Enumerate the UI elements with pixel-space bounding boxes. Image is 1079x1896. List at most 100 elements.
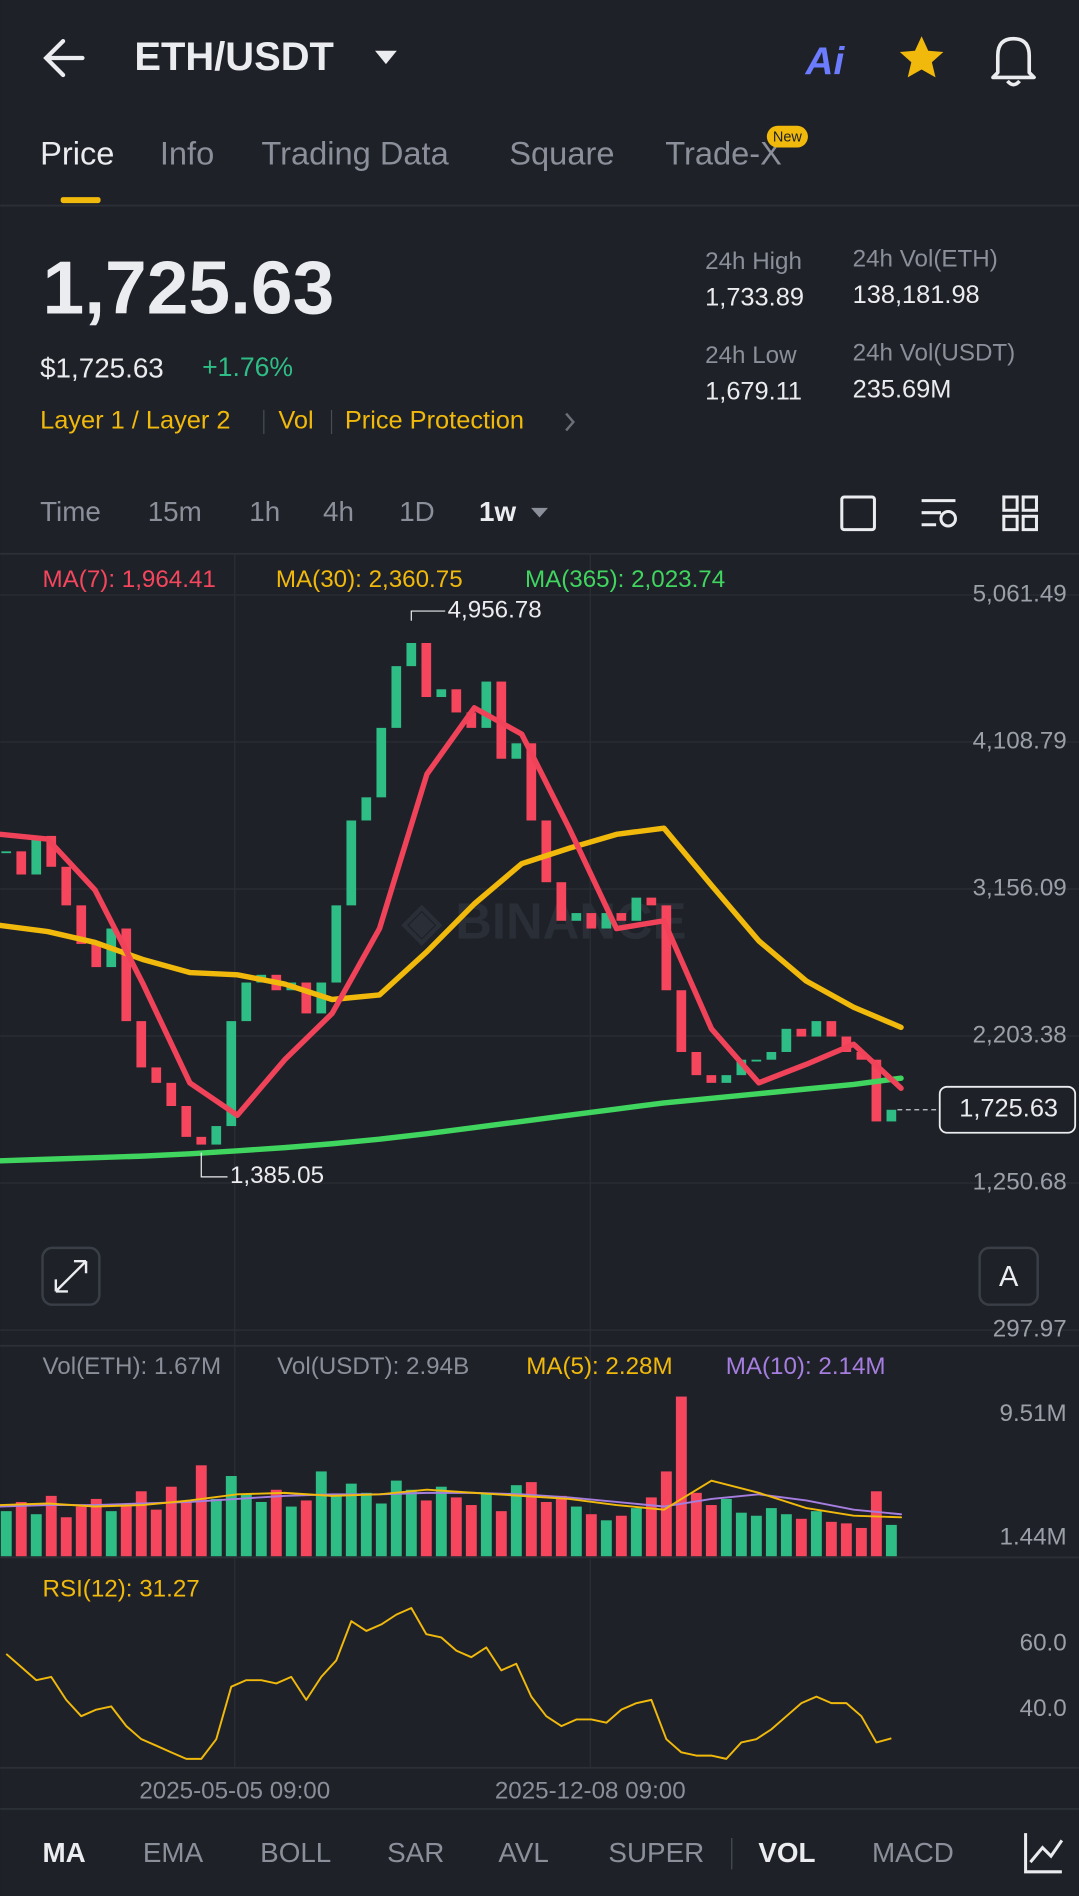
volume-bar <box>465 1505 477 1557</box>
tag[interactable]: Vol <box>278 407 313 435</box>
candle <box>361 797 372 821</box>
pair-title[interactable]: ETH/USDT <box>134 35 333 79</box>
tool-icon[interactable] <box>1021 495 1038 512</box>
volume-bar <box>540 1501 552 1557</box>
indicator-tab[interactable]: MA <box>43 1837 86 1868</box>
vol-legend: MA(10): 2.14M <box>726 1353 886 1380</box>
candle <box>376 727 387 798</box>
indicator-tab[interactable]: VOL <box>758 1837 815 1868</box>
volume-bar <box>840 1523 852 1557</box>
volume-bar <box>510 1485 522 1557</box>
timeframe[interactable]: 15m <box>148 496 202 527</box>
volume-bar <box>345 1483 357 1557</box>
volume-bar <box>765 1508 777 1557</box>
timeframe[interactable]: 4h <box>323 496 354 527</box>
candle <box>406 642 417 667</box>
volume-bar <box>225 1476 237 1557</box>
candle <box>31 835 42 875</box>
volume-bar <box>285 1506 297 1557</box>
vol-legend: Vol(ETH): 1.67M <box>43 1353 222 1380</box>
back-button[interactable] <box>43 38 85 78</box>
tool-icon[interactable] <box>1002 495 1019 512</box>
volume-bar <box>870 1491 882 1557</box>
tool-icon[interactable] <box>1002 514 1019 532</box>
candle <box>706 1075 717 1083</box>
pair-dropdown[interactable] <box>375 50 397 65</box>
indicator-tab[interactable]: SAR <box>387 1837 444 1868</box>
volume-bar <box>645 1497 657 1557</box>
tool-icon[interactable] <box>840 495 876 532</box>
y-tick-label: 40.0 <box>1020 1695 1067 1722</box>
volume-bar <box>630 1508 642 1557</box>
low-label: 1,385.05 <box>230 1162 324 1189</box>
candle <box>751 1059 762 1062</box>
fullscreen-button[interactable] <box>41 1246 101 1306</box>
volume-bar <box>0 1511 12 1557</box>
timeframe[interactable]: Time <box>40 496 101 527</box>
volume-bar <box>600 1520 612 1557</box>
tag[interactable]: Layer 1 / Layer 2 <box>40 407 230 435</box>
stat-value: 1,733.89 <box>705 283 804 311</box>
favorite-star[interactable] <box>899 36 944 78</box>
candle <box>46 835 57 867</box>
indicator-tab[interactable]: MACD <box>872 1837 954 1868</box>
volume-bar <box>390 1480 402 1557</box>
timeframe-dropdown[interactable] <box>531 507 548 518</box>
volume-bar <box>855 1527 867 1557</box>
tool-icon[interactable] <box>939 509 957 528</box>
volume-bar <box>30 1514 42 1557</box>
stat-label: 24h High <box>705 248 802 275</box>
candle <box>76 905 87 944</box>
indicator-settings[interactable] <box>1024 1833 1064 1874</box>
candle <box>151 1067 162 1083</box>
indicator-tab[interactable]: AVL <box>498 1837 548 1868</box>
vol-legend: Vol(USDT): 2.94B <box>277 1353 469 1380</box>
timeframe[interactable]: 1D <box>399 496 435 527</box>
candle <box>646 897 657 906</box>
rsi-line <box>5 1607 892 1760</box>
volume-bar <box>75 1506 87 1557</box>
active-tab-underline <box>60 197 101 204</box>
indicator-tab[interactable]: BOLL <box>260 1837 331 1868</box>
candle <box>856 1051 867 1060</box>
new-badge <box>766 125 808 148</box>
tab-info[interactable]: Info <box>160 135 214 172</box>
stat-value: 138,181.98 <box>853 281 980 309</box>
volume-bar <box>780 1514 792 1557</box>
ai-button[interactable]: Ai <box>805 40 846 83</box>
candle <box>16 851 27 875</box>
ma-legend: MA(30): 2,360.75 <box>276 566 463 593</box>
volume-bar <box>210 1498 222 1557</box>
volume-bar <box>735 1512 747 1557</box>
volume-bar <box>675 1396 687 1557</box>
timeframe-active[interactable]: 1w <box>479 496 516 527</box>
tool-icon[interactable] <box>921 499 956 527</box>
volume-bar <box>435 1486 447 1557</box>
fullscreen-icon <box>54 1259 88 1293</box>
ma-line <box>0 705 904 1118</box>
y-tick-label: 4,108.79 <box>973 727 1067 754</box>
volume-bar <box>690 1492 702 1557</box>
alert-bell[interactable] <box>991 36 1036 87</box>
candle <box>136 1021 147 1068</box>
candle <box>226 1021 237 1127</box>
tag[interactable]: Price Protection <box>345 407 524 435</box>
chart-tool-icons[interactable] <box>840 495 1038 532</box>
tab-trading-data[interactable]: Trading Data <box>261 135 449 172</box>
y-tick-label: 1,250.68 <box>973 1168 1067 1195</box>
candle <box>436 689 447 698</box>
volume-bar <box>180 1500 192 1557</box>
high-label: 4,956.78 <box>448 596 542 623</box>
volume-bar <box>165 1486 177 1557</box>
tab-square[interactable]: Square <box>509 135 614 172</box>
tool-icon[interactable] <box>1021 514 1038 532</box>
candle <box>796 1028 807 1037</box>
auto-scale-button[interactable] <box>978 1246 1039 1306</box>
candle <box>421 642 432 698</box>
volume-bar <box>480 1492 492 1557</box>
timeframe[interactable]: 1h <box>249 496 280 527</box>
tab-price[interactable]: Price <box>40 135 114 172</box>
tab-trade-x[interactable]: Trade-X <box>665 135 782 172</box>
indicator-tab[interactable]: SUPER <box>608 1837 704 1868</box>
indicator-tab[interactable]: EMA <box>143 1837 204 1868</box>
